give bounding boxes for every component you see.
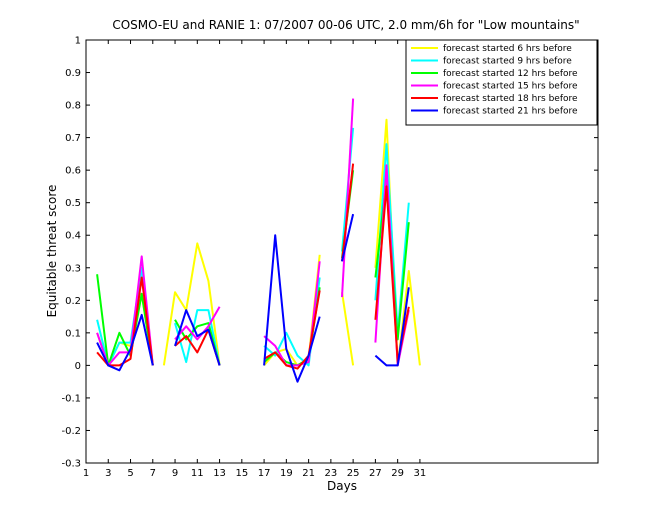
x-tick-label: 13 xyxy=(213,468,226,479)
legend-label-4: forecast started 15 hrs before xyxy=(443,82,578,92)
x-axis-title: Days xyxy=(327,479,357,493)
series-line-3 xyxy=(96,274,154,367)
legend-label-3: forecast started 12 hrs before xyxy=(443,69,578,79)
series-line-6 xyxy=(341,213,355,262)
x-tick-label: 29 xyxy=(391,468,404,479)
x-tick-label: 5 xyxy=(127,468,133,479)
y-tick-label: -0.1 xyxy=(61,393,81,404)
x-tick-label: 7 xyxy=(150,468,156,479)
x-tick-label: 31 xyxy=(414,468,427,479)
x-tick-label: 17 xyxy=(258,468,271,479)
y-tick-label: 0.2 xyxy=(65,296,81,307)
series-line-4 xyxy=(341,98,355,298)
chart-title: COSMO-EU and RANIE 1: 07/2007 00-06 UTC,… xyxy=(112,18,579,32)
legend-label-5: forecast started 18 hrs before xyxy=(443,94,578,104)
x-tick-label: 23 xyxy=(325,468,338,479)
y-tick-label: -0.2 xyxy=(61,426,81,437)
legend-label-2: forecast started 9 hrs before xyxy=(443,57,572,67)
series-line-6 xyxy=(96,313,154,372)
series-line-1 xyxy=(341,292,355,366)
series-line-1 xyxy=(162,242,221,366)
y-axis: -0.3 -0.2 -0.1 0 0.1 0.2 0.3 0.4 0.5 0.6 0.7 0.8 0.9… xyxy=(61,36,598,470)
y-tick-label: -0.3 xyxy=(61,459,81,470)
x-axis: 1 3 5 7 9 11 13 15 17 19 21 23 25 27 29 31 xyxy=(83,40,426,479)
x-tick-label: 21 xyxy=(302,468,315,479)
y-tick-label: 0.6 xyxy=(65,166,81,177)
series-line-6 xyxy=(374,287,410,367)
x-tick-label: 19 xyxy=(280,468,293,479)
x-tick-label: 25 xyxy=(347,468,360,479)
series-line-6 xyxy=(174,309,221,366)
y-tick-label: 0.8 xyxy=(65,101,81,112)
series-line-3 xyxy=(174,319,221,366)
series-line-5 xyxy=(341,163,355,262)
y-tick-label: 0.9 xyxy=(65,68,81,79)
y-tick-label: 0.5 xyxy=(65,198,81,209)
y-tick-label: 0.4 xyxy=(65,231,81,242)
x-tick-label: 15 xyxy=(235,468,248,479)
x-tick-label: 3 xyxy=(105,468,111,479)
y-tick-label: 0.3 xyxy=(65,263,81,274)
series-line-5 xyxy=(374,185,410,364)
x-tick-label: 27 xyxy=(369,468,382,479)
y-tick-label: 0.1 xyxy=(65,328,81,339)
series-layer xyxy=(96,98,421,383)
y-tick-label: 0 xyxy=(75,361,81,372)
y-tick-label: 0.7 xyxy=(65,133,81,144)
x-tick-label: 9 xyxy=(172,468,178,479)
legend-label-1: forecast started 6 hrs before xyxy=(443,44,572,54)
y-tick-label: 1 xyxy=(75,36,81,47)
x-tick-label: 1 xyxy=(83,468,89,479)
series-line-6 xyxy=(263,234,321,383)
y-axis-title: Equitable threat score xyxy=(45,185,59,318)
legend: forecast started 6 hrs before forecast st… xyxy=(405,39,598,126)
series-line-2 xyxy=(174,309,221,366)
x-tick-label: 11 xyxy=(191,468,204,479)
legend-label-6: forecast started 21 hrs before xyxy=(443,107,578,117)
series-line-4 xyxy=(174,306,221,341)
